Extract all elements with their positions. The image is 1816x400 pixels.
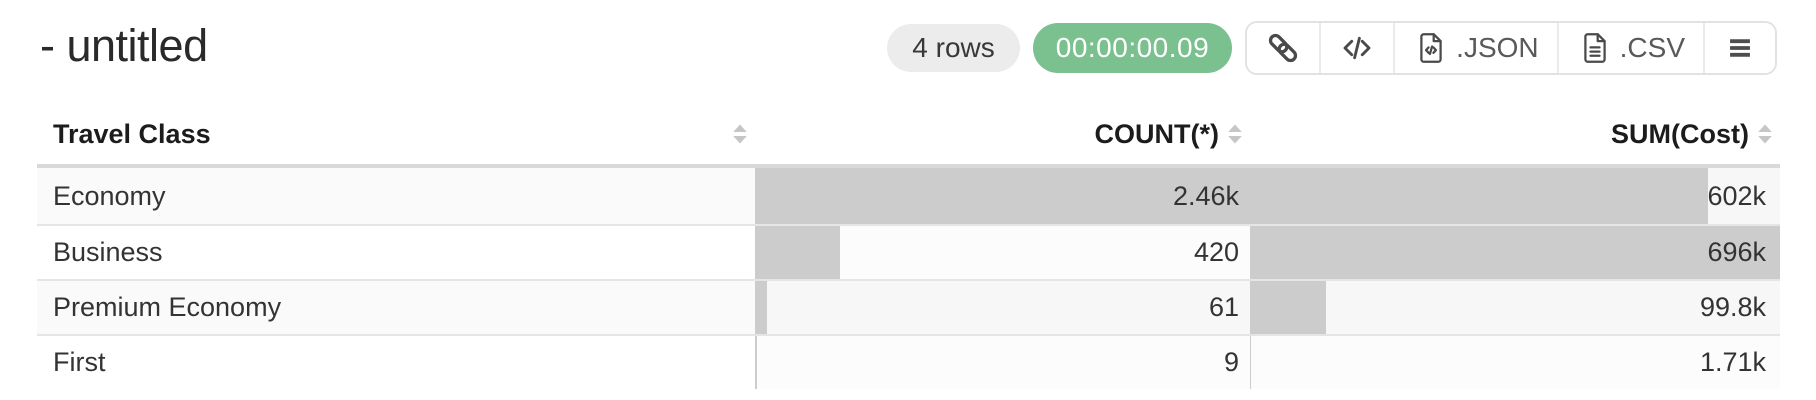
table-row: Economy 2.46k 602k: [37, 168, 1780, 224]
export-toolbar: .JSON .CSV: [1245, 21, 1777, 75]
count-cell: 420: [755, 226, 1250, 279]
file-code-icon: [1420, 33, 1442, 63]
sort-icon: [1228, 124, 1242, 144]
table-row: Premium Economy 61 99.8k: [37, 279, 1780, 334]
value-bar: [755, 226, 840, 279]
results-table-header: Travel Class COUNT(*) SUM(Cost): [37, 104, 1780, 168]
value-bar: [1250, 168, 1709, 224]
column-label: Travel Class: [53, 118, 211, 149]
sum-cost-cell: 1.71k: [1250, 336, 1780, 389]
query-result-header: - untitled 4 rows 00:00:00.09: [0, 0, 1816, 104]
code-icon: [1343, 36, 1371, 60]
value-bar: [1250, 336, 1252, 389]
travel-class-cell: Business: [53, 237, 163, 267]
count-cell: 9: [755, 336, 1250, 389]
menu-icon: [1730, 39, 1750, 57]
view-code-button[interactable]: [1319, 23, 1394, 73]
count-cell: 61: [755, 281, 1250, 334]
table-row: Business 420 696k: [37, 224, 1780, 279]
column-header-count[interactable]: COUNT(*): [755, 104, 1250, 164]
count-cell: 2.46k: [755, 168, 1250, 224]
link-icon: [1269, 33, 1298, 63]
value-bar: [755, 336, 757, 389]
column-label: SUM(Cost): [1611, 118, 1749, 149]
value-bar: [1250, 281, 1326, 334]
sort-icon: [733, 124, 747, 144]
sum-cost-cell: 99.8k: [1250, 281, 1780, 334]
value-bar: [755, 281, 768, 334]
export-json-button[interactable]: .JSON: [1393, 23, 1557, 73]
sort-icon: [1758, 124, 1772, 144]
copy-link-button[interactable]: [1247, 23, 1320, 73]
export-csv-label: .CSV: [1619, 32, 1685, 63]
value-bar: [1250, 226, 1780, 279]
export-csv-button[interactable]: .CSV: [1556, 23, 1703, 73]
sum-cost-cell: 602k: [1250, 168, 1780, 224]
value-bar: [755, 168, 1250, 224]
row-count-badge: 4 rows: [887, 24, 1020, 72]
travel-class-cell: Economy: [53, 180, 166, 211]
column-label: COUNT(*): [1094, 118, 1219, 149]
result-controls: 4 rows 00:00:00.09: [887, 21, 1777, 75]
column-header-sum-cost[interactable]: SUM(Cost): [1250, 104, 1780, 164]
export-json-label: .JSON: [1456, 32, 1539, 63]
sum-cost-cell: 696k: [1250, 226, 1780, 279]
query-timer-badge: 00:00:00.09: [1032, 23, 1233, 73]
travel-class-cell: Premium Economy: [53, 292, 282, 322]
file-text-icon: [1583, 33, 1606, 63]
menu-button[interactable]: [1703, 23, 1775, 73]
travel-class-cell: First: [53, 347, 106, 377]
table-row: First 9 1.71k: [37, 334, 1780, 389]
column-header-travel-class[interactable]: Travel Class: [37, 104, 755, 164]
results-table: Travel Class COUNT(*) SUM(Cost) Economy: [37, 104, 1780, 389]
page-title: - untitled: [40, 20, 208, 71]
